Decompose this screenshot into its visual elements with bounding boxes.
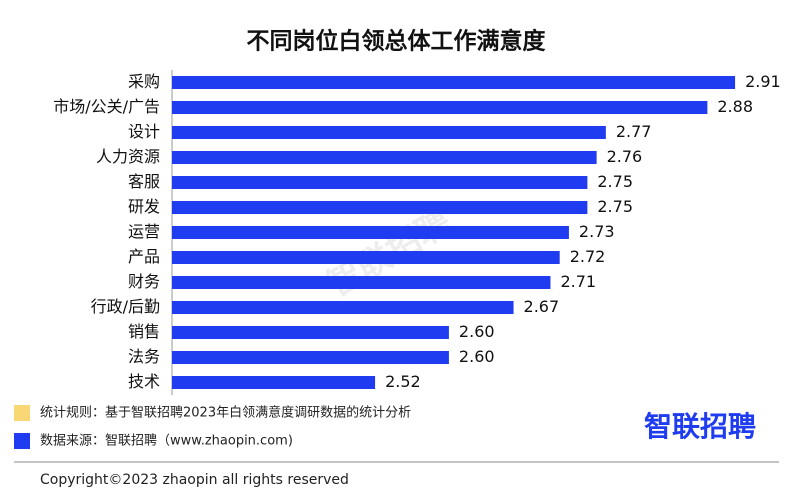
bar <box>172 276 551 289</box>
value-label: 2.60 <box>459 347 495 366</box>
bar <box>172 326 449 339</box>
bar <box>172 226 569 239</box>
bar <box>172 201 588 214</box>
bar <box>172 151 597 164</box>
y-tick-label: 行政/后勤 <box>91 297 160 316</box>
logo: 智联招聘 <box>644 410 756 443</box>
y-tick-label: 市场/公关/广告 <box>53 97 160 116</box>
y-tick-label: 财务 <box>128 272 160 291</box>
y-tick-label: 设计 <box>128 122 160 141</box>
value-label: 2.71 <box>560 272 596 291</box>
value-label: 2.67 <box>524 297 560 316</box>
y-tick-label: 法务 <box>128 347 160 366</box>
value-label: 2.75 <box>597 172 633 191</box>
y-tick-label: 产品 <box>128 247 160 266</box>
value-label: 2.77 <box>616 122 652 141</box>
note-text: 统计规则：基于智联招聘2023年白领满意度调研数据的统计分析 <box>40 405 411 421</box>
y-tick-label: 采购 <box>128 72 160 91</box>
y-tick-label: 研发 <box>128 197 160 216</box>
chart-title: 不同岗位白领总体工作满意度 <box>247 28 547 55</box>
value-label: 2.76 <box>607 147 643 166</box>
bar <box>172 351 449 364</box>
y-tick-label: 运营 <box>128 222 160 241</box>
value-label: 2.60 <box>459 322 495 341</box>
note-swatch <box>14 405 30 421</box>
bar <box>172 76 736 89</box>
y-tick-label: 技术 <box>128 372 160 391</box>
note-swatch <box>14 433 30 449</box>
copyright: Copyright©2023 zhaopin all rights reserv… <box>40 472 349 488</box>
value-label: 2.52 <box>385 372 421 391</box>
bar <box>172 301 514 314</box>
bar <box>172 126 606 139</box>
y-tick-label: 客服 <box>128 172 160 191</box>
y-tick-label: 人力资源 <box>96 147 160 166</box>
bar <box>172 376 376 389</box>
value-label: 2.73 <box>579 222 615 241</box>
value-label: 2.72 <box>570 247 606 266</box>
value-label: 2.91 <box>745 72 781 91</box>
bar <box>172 251 560 264</box>
value-label: 2.75 <box>597 197 633 216</box>
note-text: 数据来源：智联招聘（www.zhaopin.com) <box>40 434 293 449</box>
bar <box>172 176 588 189</box>
bar <box>172 101 708 114</box>
y-tick-label: 销售 <box>128 322 160 341</box>
value-label: 2.88 <box>717 97 753 116</box>
